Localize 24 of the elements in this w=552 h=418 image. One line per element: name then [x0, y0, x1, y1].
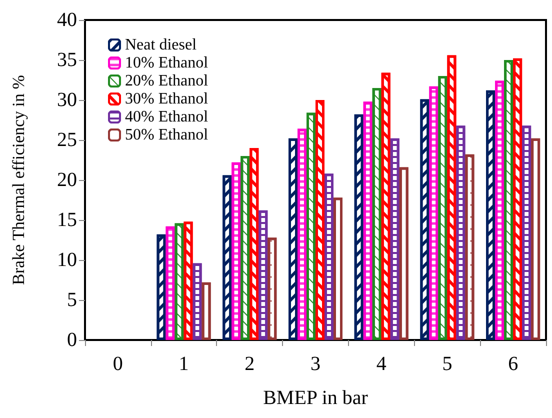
- y-tick-label: 5: [67, 289, 77, 311]
- x-tick-label: 0: [112, 353, 123, 375]
- x-tick-label: 4: [376, 353, 386, 375]
- legend-label: 10% Ethanol: [125, 54, 209, 72]
- legend-label: 50% Ethanol: [125, 126, 209, 144]
- x-tick-label: 6: [508, 353, 518, 375]
- y-tick-label: 30: [57, 89, 77, 111]
- legend-label: 20% Ethanol: [125, 72, 209, 90]
- y-tick-label: 15: [57, 209, 77, 231]
- legend-label: 30% Ethanol: [125, 90, 209, 108]
- y-tick-label: 35: [57, 49, 77, 71]
- y-tick-label: 40: [57, 9, 77, 31]
- y-axis-title: Brake Thermal efficiency in %: [9, 75, 28, 285]
- legend-label: Neat diesel: [125, 36, 198, 54]
- y-tick-label: 20: [57, 169, 77, 191]
- x-tick-label: 1: [178, 353, 189, 375]
- y-tick-label: 0: [67, 329, 77, 351]
- x-axis-title: BMEP in bar: [263, 387, 368, 409]
- y-tick-label: 10: [57, 249, 77, 271]
- x-tick-label: 2: [244, 353, 255, 375]
- legend-label: 40% Ethanol: [125, 108, 209, 126]
- x-tick-label: 3: [310, 353, 320, 375]
- x-tick-label: 5: [442, 353, 452, 375]
- y-tick-label: 25: [57, 129, 77, 151]
